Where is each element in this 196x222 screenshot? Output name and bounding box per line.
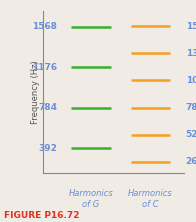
- Text: FIGURE P16.72: FIGURE P16.72: [4, 211, 79, 220]
- Text: 1048: 1048: [186, 76, 196, 85]
- Text: 784: 784: [38, 103, 57, 112]
- Y-axis label: Frequency (Hz): Frequency (Hz): [31, 60, 40, 124]
- Text: 262: 262: [186, 157, 196, 166]
- Text: 786: 786: [186, 103, 196, 112]
- Text: 1572: 1572: [186, 22, 196, 31]
- Text: 1310: 1310: [186, 49, 196, 58]
- Text: Harmonics
of G: Harmonics of G: [69, 189, 113, 209]
- Text: 524: 524: [186, 130, 196, 139]
- Text: 392: 392: [38, 144, 57, 153]
- Text: 1176: 1176: [32, 63, 57, 72]
- Text: Harmonics
of C: Harmonics of C: [128, 189, 173, 209]
- Text: 1568: 1568: [32, 22, 57, 31]
